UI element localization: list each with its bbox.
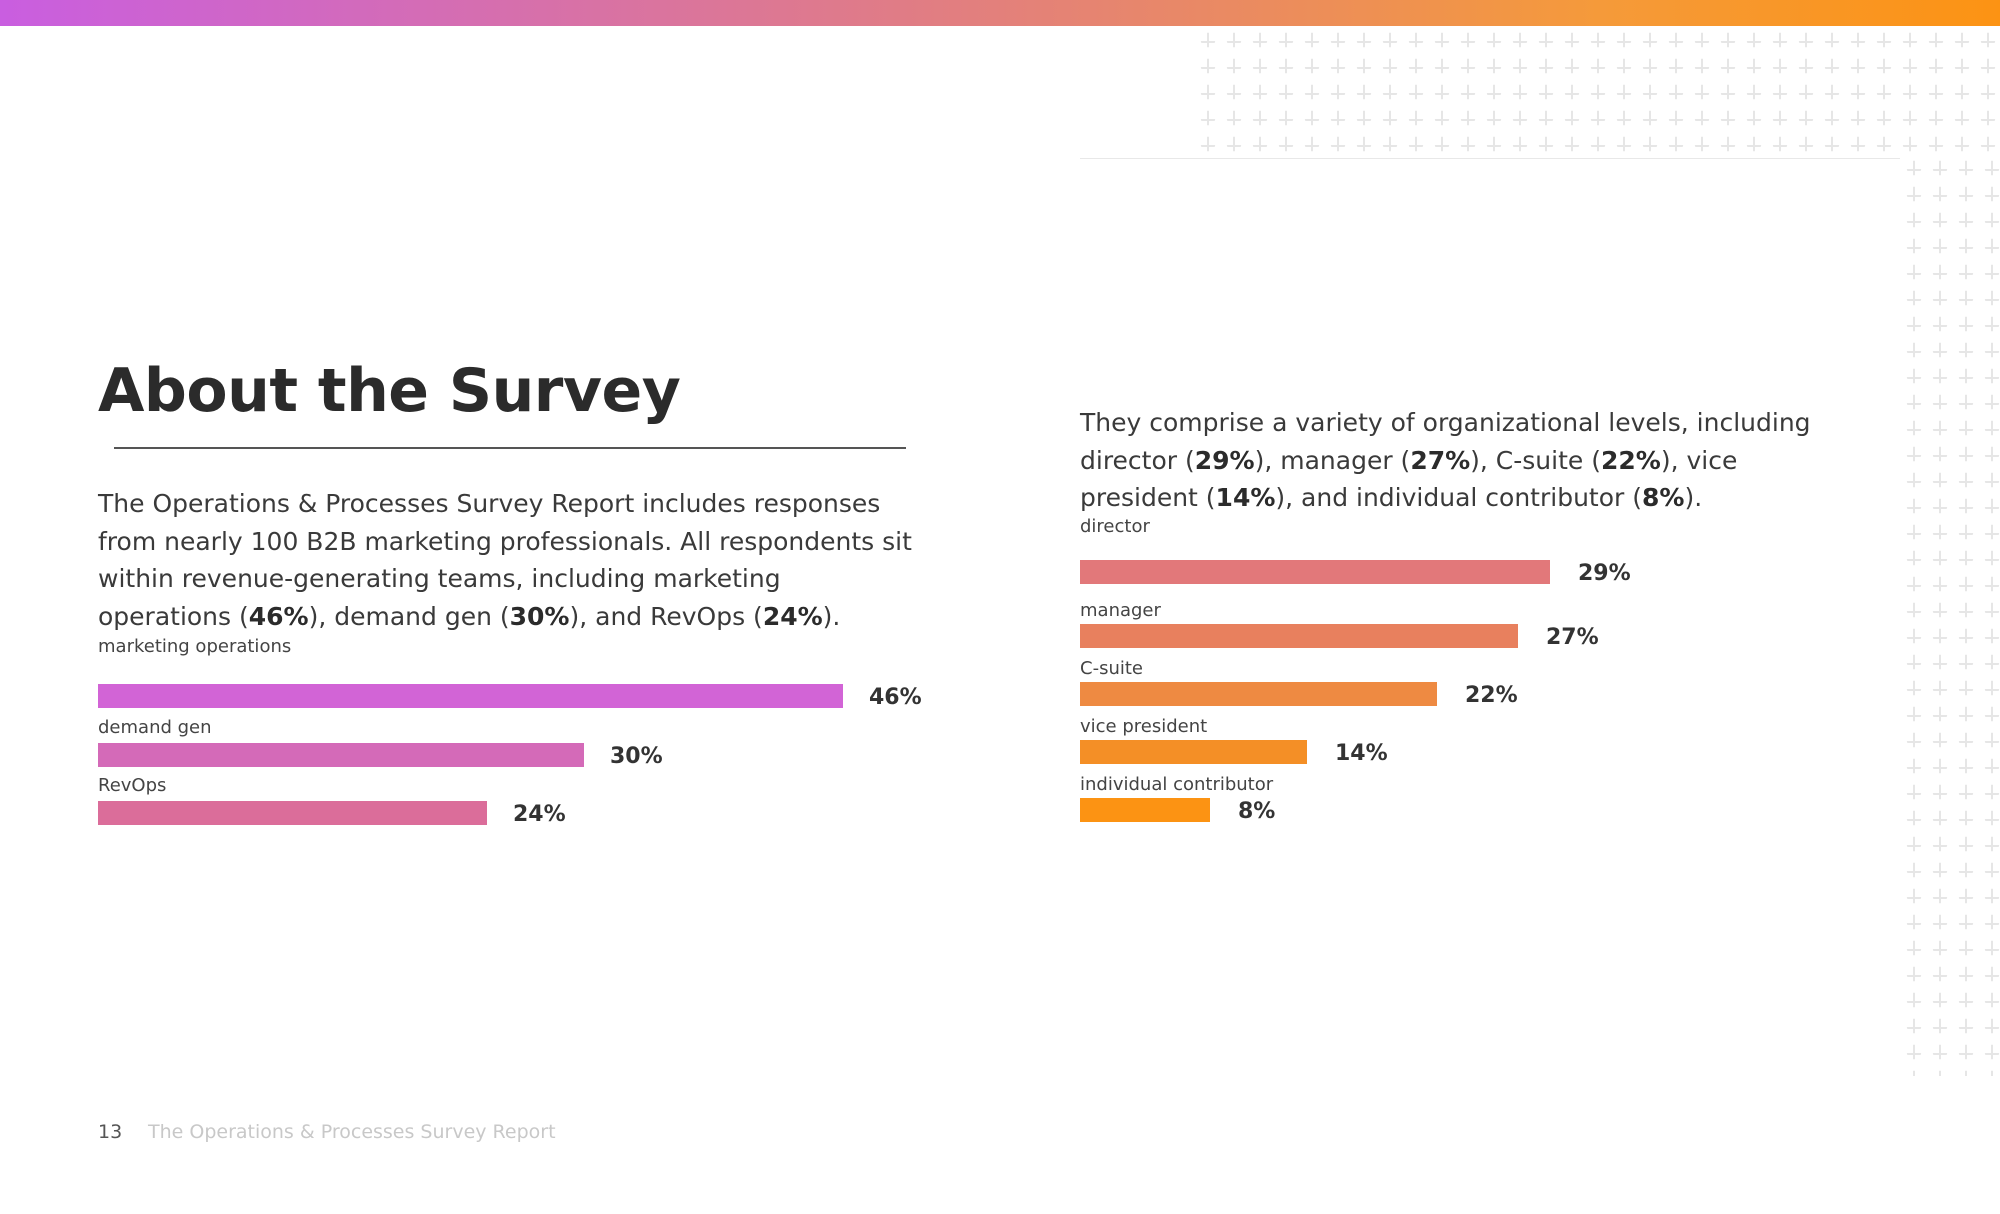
paragraph-text: The Operations & Processes Survey Report… [98, 489, 912, 631]
gradient-top-bar [0, 0, 2000, 26]
decorative-plus-pattern-top [1196, 28, 2000, 156]
bar-value-label: 46% [869, 685, 922, 710]
paragraph-text: ), manager ( [1254, 445, 1411, 475]
bar [1080, 798, 1210, 822]
bar [1080, 740, 1307, 764]
bar-category-label: vice president [1080, 716, 1208, 737]
team-bar-chart: marketing operations 46% demand gen 30% RevO… [98, 636, 958, 836]
bar [98, 801, 487, 825]
bar-value-label: 27% [1546, 625, 1599, 650]
paragraph-text: ), C-suite ( [1470, 445, 1601, 475]
page-number: 13 [98, 1121, 123, 1143]
highlight-percentage: 29% [1194, 445, 1255, 475]
level-bar-chart: director 29% manager 27% C-suite 22% vice pres… [1080, 508, 1780, 838]
intro-paragraph: The Operations & Processes Survey Report… [98, 485, 918, 635]
footer-report-title: The Operations & Processes Survey Report [148, 1121, 556, 1143]
bar-category-label: marketing operations [98, 636, 292, 657]
highlight-percentage: 8% [1642, 483, 1685, 512]
paragraph-text: They comprise a variety of organizationa… [1080, 408, 1811, 475]
bar-category-label: manager [1080, 600, 1161, 621]
bar [98, 743, 584, 767]
bar [1080, 682, 1437, 706]
paragraph-text: ), and individual contributor ( [1275, 483, 1642, 512]
bar-value-label: 8% [1238, 799, 1276, 824]
bar-category-label: demand gen [98, 717, 212, 738]
highlight-percentage: 30% [509, 601, 570, 631]
highlight-percentage: 24% [762, 601, 823, 631]
bar-category-label: C-suite [1080, 658, 1143, 679]
bar-value-label: 30% [610, 744, 663, 769]
paragraph-text: ). [822, 601, 841, 631]
bar-category-label: director [1080, 516, 1150, 537]
paragraph-text: ). [1684, 483, 1703, 512]
bar [98, 684, 843, 708]
bar-value-label: 24% [513, 802, 566, 827]
highlight-percentage: 14% [1215, 483, 1276, 512]
paragraph-text: ), vice president ( [1080, 445, 1738, 513]
bar-value-label: 22% [1465, 683, 1518, 708]
page-title: About the Survey [98, 356, 681, 426]
paragraph-text: ), and RevOps ( [569, 601, 763, 631]
highlight-percentage: 46% [248, 601, 309, 631]
bar [1080, 624, 1518, 648]
levels-paragraph: They comprise a variety of organizationa… [1080, 404, 1860, 517]
bar-value-label: 29% [1578, 561, 1631, 586]
bar-category-label: RevOps [98, 775, 167, 796]
highlight-percentage: 27% [1410, 445, 1471, 475]
decorative-plus-pattern-right [1902, 156, 2000, 1076]
title-underline [114, 447, 906, 449]
bar-category-label: individual contributor [1080, 774, 1274, 795]
highlight-percentage: 22% [1600, 445, 1661, 475]
bar-value-label: 14% [1335, 741, 1388, 766]
decorative-line [1080, 158, 1900, 159]
paragraph-text: ), demand gen ( [308, 601, 510, 631]
bar [1080, 560, 1550, 584]
